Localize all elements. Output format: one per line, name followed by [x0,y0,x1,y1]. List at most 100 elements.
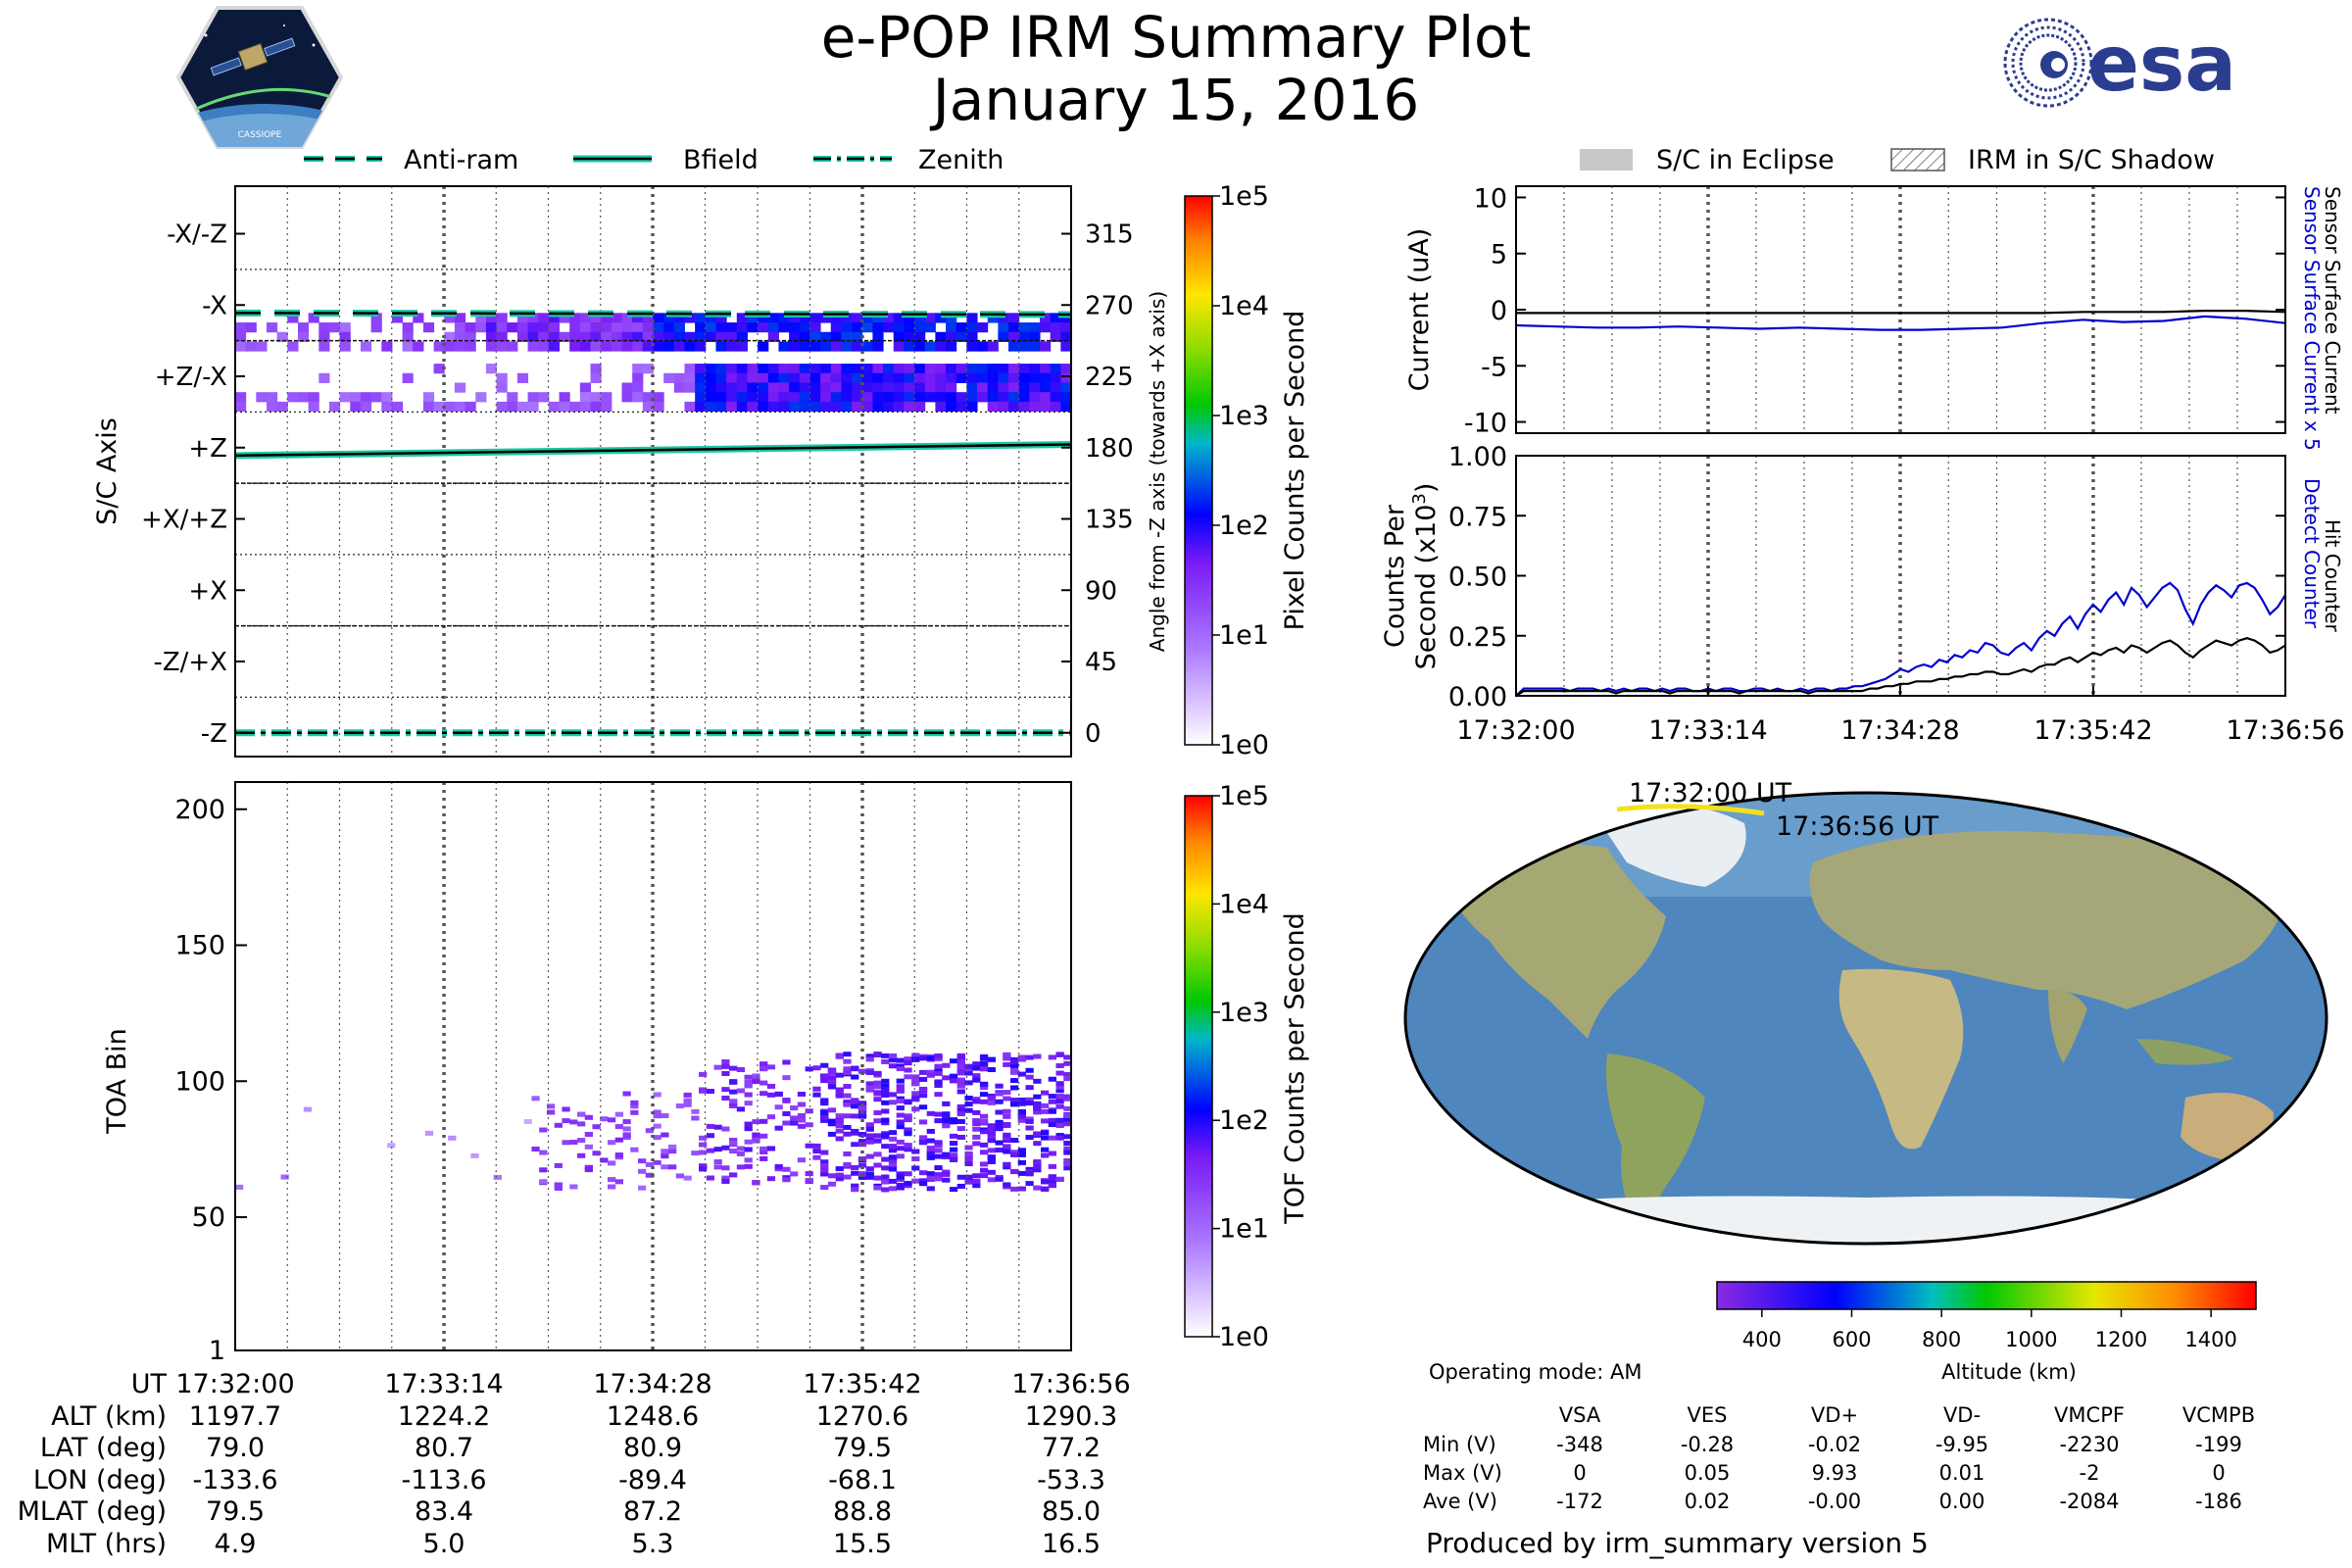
toa-cell [1063,1121,1072,1127]
pixel-ytick-label-right: 315 [1085,220,1134,250]
toa-cell [713,1164,722,1170]
toa-cell [752,1135,760,1141]
pixel-ylabel: S/C Axis [92,417,122,525]
toa-cell [904,1171,912,1177]
pixel-cell [966,322,978,333]
toa-cell [1009,1150,1019,1155]
toa-cell [1033,1141,1042,1147]
toa-cell [1025,1181,1034,1187]
pixel-cell [538,322,550,333]
pixel-cell [642,322,654,333]
toa-cell [949,1133,958,1139]
pixel-cell [820,364,832,374]
pixel-cell [830,341,842,352]
toa-cell [1025,1166,1034,1172]
pixel-cell [328,401,341,413]
pixel-cell [914,401,926,413]
toa-cell [1025,1116,1034,1122]
toa-cell [888,1148,898,1153]
toa-cell [661,1132,669,1138]
counts-xtick-label: 17:33:14 [1648,715,1767,746]
toa-cell [987,1127,996,1133]
toa-cell [865,1171,874,1177]
pixel-cell [579,392,592,403]
toa-cell [934,1063,943,1069]
toa-cell [736,1164,746,1170]
pixel-cell [673,322,685,333]
toa-cell [956,1059,965,1065]
toa-cell [539,1150,548,1155]
toa-cell [995,1091,1004,1097]
pixel-cell [705,313,716,323]
altitude-colorbar [1716,1281,2257,1310]
pixel-cell [569,313,581,323]
toa-cell [888,1053,898,1058]
toa-cell [995,1140,1004,1146]
toa-cell [972,1178,981,1184]
toa-cell [873,1070,882,1076]
pixel-cell [893,331,905,342]
toa-cell [1003,1164,1011,1170]
toa-cell [972,1121,981,1127]
toa-cell [1025,1135,1034,1141]
toa-cell [873,1118,882,1124]
altitude-tick-label: 1000 [2005,1328,2057,1351]
toa-colorbar [1184,795,1213,1338]
toa-cell [865,1081,874,1087]
toa-cell [896,1146,905,1152]
pixel-cell [767,313,779,323]
toa-cell [926,1154,935,1160]
pixel-cell [422,401,435,413]
toa-cell [766,1176,776,1182]
toa-cell [987,1096,996,1102]
map-border [1403,791,2328,1246]
toa-cell [683,1092,692,1098]
toa-cell [797,1112,807,1118]
pixel-cell [308,392,319,403]
pixel-cell [1018,322,1030,333]
toa-cell [911,1053,920,1058]
toa-cell [569,1119,578,1125]
toa-cell [827,1131,837,1137]
toa-cell [956,1083,965,1089]
title-line-1: e-POP IRM Summary Plot [820,4,1532,71]
toa-cell [956,1081,965,1087]
pixel-cell [642,313,654,323]
pixel-cell [799,364,810,374]
altitude-tick-label: 1200 [2095,1328,2147,1351]
pixel-cell [747,364,759,374]
pixel-cell [799,313,810,323]
toa-cell [1009,1063,1019,1069]
pixel-cell [924,313,936,323]
pixel-cell [1060,401,1072,413]
toa-cell [843,1093,852,1099]
pixel-cell [297,392,310,403]
toa-cell [630,1147,639,1152]
toa-cell [911,1096,920,1102]
pixel-cell [809,372,821,383]
pixel-cell [527,313,539,323]
toa-cell [729,1149,738,1154]
pixel-cell [778,364,790,374]
pixel-cell [621,313,633,323]
pixel-cell [809,382,821,393]
toa-cell [881,1108,890,1114]
toa-cell [1025,1101,1034,1106]
pixel-cell [736,382,748,393]
toa-cell [760,1133,768,1139]
toa-cell [918,1119,928,1125]
toa-cell [964,1174,973,1180]
pixel-cell [1008,364,1020,374]
toa-cell [972,1077,981,1083]
toa-cell [873,1080,882,1086]
toa-cell [1009,1168,1019,1174]
toa-cell [873,1152,882,1157]
pixel-cell [1060,331,1072,342]
toa-cell [820,1101,829,1106]
voltage-cell: -186 [2195,1490,2242,1513]
pixel-cell [402,341,414,352]
pixel-cell [946,331,957,342]
pixel-cell [1050,364,1061,374]
pixel-cell [663,313,675,323]
